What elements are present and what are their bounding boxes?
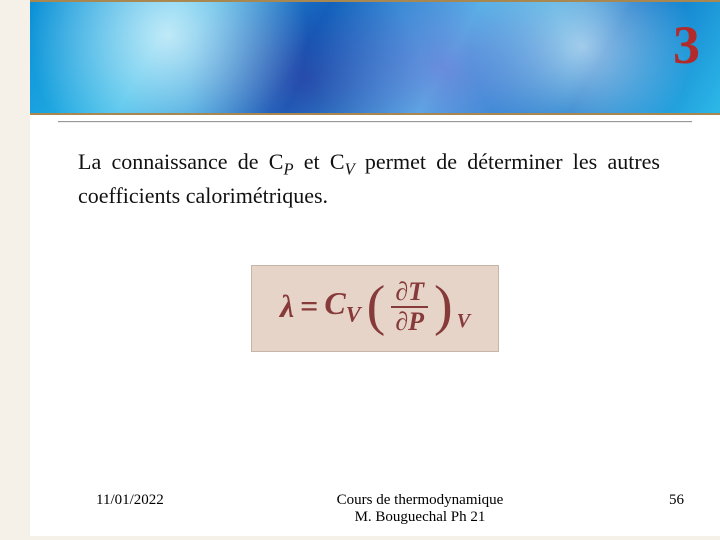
footer-slide-number: 56: [624, 492, 684, 509]
body-paragraph: La connaissance de CP et CV permet de dé…: [78, 147, 660, 210]
symbol-cp-sub: P: [283, 159, 293, 178]
right-paren: ): [434, 284, 453, 329]
lambda-symbol: λ: [280, 288, 294, 325]
header-divider: [58, 121, 692, 123]
coeff-c-sub: V: [346, 302, 361, 327]
formula-box: λ = CV ( ∂T ∂P ) V: [251, 265, 499, 352]
symbol-cv-sub: V: [345, 159, 355, 178]
text-part-1: La connaissance de: [78, 149, 269, 174]
formula-container: λ = CV ( ∂T ∂P ) V: [30, 265, 720, 352]
footer-course: Cours de thermodynamique M. Bouguechal P…: [216, 492, 624, 526]
text-part-2: et: [294, 149, 330, 174]
symbol-cv: C: [330, 149, 345, 174]
left-paren: (: [367, 284, 386, 329]
fraction-denominator: ∂P: [391, 306, 428, 335]
fraction-numerator: ∂T: [391, 278, 428, 305]
footer-date: 11/01/2022: [96, 492, 216, 509]
symbol-cp: C: [269, 149, 284, 174]
slide-footer: 11/01/2022 Cours de thermodynamique M. B…: [60, 492, 720, 526]
footer-course-line1: Cours de thermodynamique: [337, 492, 504, 508]
coeff-c: CV: [324, 285, 360, 327]
partial-fraction: ∂T ∂P: [391, 278, 428, 335]
equals-sign: =: [300, 288, 318, 325]
chapter-number: 3: [673, 14, 700, 76]
header-banner: 3: [30, 0, 720, 115]
formula-equation: λ = CV ( ∂T ∂P ) V: [280, 278, 470, 335]
outer-subscript: V: [457, 310, 470, 333]
footer-course-line2: M. Bouguechal Ph 21: [355, 509, 486, 525]
coeff-c-main: C: [324, 285, 345, 321]
